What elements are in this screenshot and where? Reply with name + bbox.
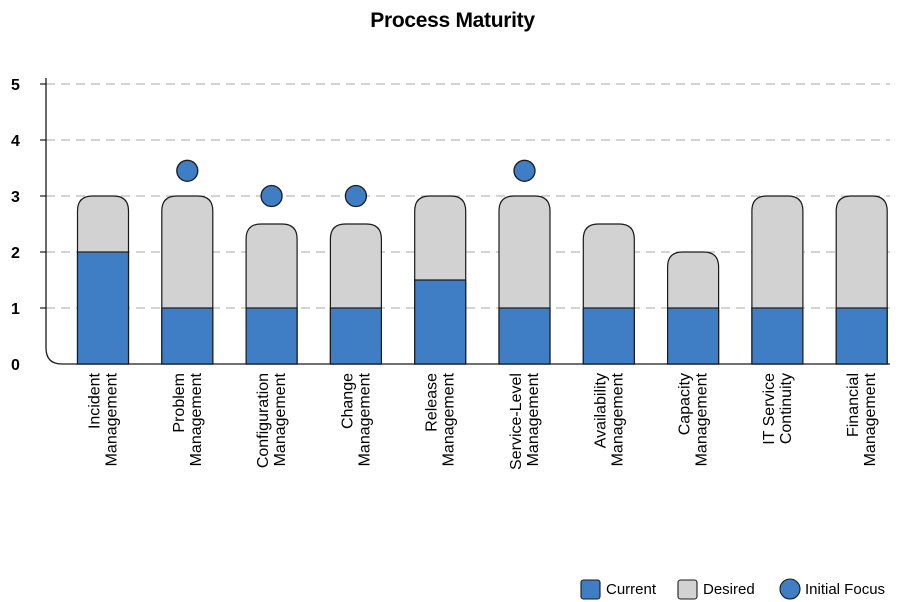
- category-label-line: Continuity: [778, 373, 795, 444]
- y-tick-label: 5: [11, 77, 20, 94]
- y-tick-label: 3: [11, 189, 20, 206]
- category-label-line: Management: [441, 372, 458, 466]
- category-label-line: Problem: [171, 373, 188, 433]
- current-bar: [76, 251, 130, 365]
- category-label: IT Service Continuity: [761, 373, 795, 445]
- legend-item: Current: [580, 579, 657, 600]
- y-tick-label: 4: [11, 133, 20, 150]
- category-label-line: Management: [862, 372, 879, 466]
- bars: [76, 159, 888, 365]
- category-label-line: IT Service: [761, 373, 778, 445]
- category-label: Incident Management: [87, 372, 121, 466]
- current-bar: [751, 307, 804, 365]
- category-label: Change Management: [339, 372, 373, 466]
- legend-label: Initial Focus: [805, 581, 885, 598]
- category-label-line: Change: [339, 373, 356, 429]
- axis-line: [45, 78, 890, 365]
- category-label-line: Management: [609, 372, 626, 466]
- y-tick-label: 2: [11, 245, 20, 262]
- current-bar: [582, 307, 635, 365]
- category-label-line: Financial: [845, 373, 862, 437]
- category-labels: Incident Management Problem Management Confi…: [87, 372, 880, 469]
- category-label: Availability Management: [592, 372, 626, 466]
- current-bar: [329, 307, 382, 365]
- current-bar: [666, 307, 720, 365]
- category-label-line: Management: [188, 372, 205, 466]
- initial-focus-marker: [260, 184, 283, 208]
- current-bar: [161, 307, 214, 365]
- category-label-line: Configuration: [255, 373, 272, 468]
- chart-title: Process Maturity: [370, 9, 535, 32]
- category-label: Financial Management: [845, 372, 879, 466]
- category-label-line: Service-Level: [508, 373, 525, 470]
- category-label-line: Management: [694, 372, 711, 466]
- category-label-line: Availability: [592, 373, 609, 448]
- category-label: Capacity Management: [677, 372, 711, 466]
- category-label: Problem Management: [171, 372, 205, 466]
- category-label: Release Management: [424, 372, 458, 466]
- legend-item: Desired: [677, 579, 755, 600]
- current-bar: [414, 279, 467, 365]
- current-bar: [835, 307, 888, 365]
- legend-label: Desired: [703, 581, 755, 598]
- initial-focus-marker: [176, 159, 199, 182]
- y-tick-label: 0: [11, 357, 20, 374]
- category-label-line: Management: [525, 372, 542, 466]
- category-label-line: Capacity: [677, 373, 694, 435]
- category-label-line: Management: [356, 372, 373, 466]
- legend-swatch: [677, 579, 698, 600]
- category-label-line: Management: [104, 372, 121, 466]
- initial-focus-marker: [344, 184, 368, 208]
- category-label-line: Incident: [87, 372, 104, 429]
- legend-item: Initial Focus: [779, 578, 885, 600]
- category-label-line: Release: [424, 373, 441, 432]
- category-label-line: Management: [272, 372, 289, 466]
- axes: 0 1 2 3 4 5: [11, 77, 890, 374]
- initial-focus-marker: [513, 159, 536, 182]
- legend-swatch: [779, 578, 801, 600]
- legend-swatch: [580, 579, 601, 600]
- y-tick-label: 1: [11, 301, 20, 318]
- category-label: Configuration Management: [255, 372, 289, 468]
- current-bar: [498, 307, 551, 365]
- legend-label: Current: [606, 581, 657, 598]
- category-label: Service-Level Management: [508, 372, 542, 469]
- current-bar: [245, 307, 298, 365]
- legend: Current Desired Initial Focus: [580, 578, 885, 600]
